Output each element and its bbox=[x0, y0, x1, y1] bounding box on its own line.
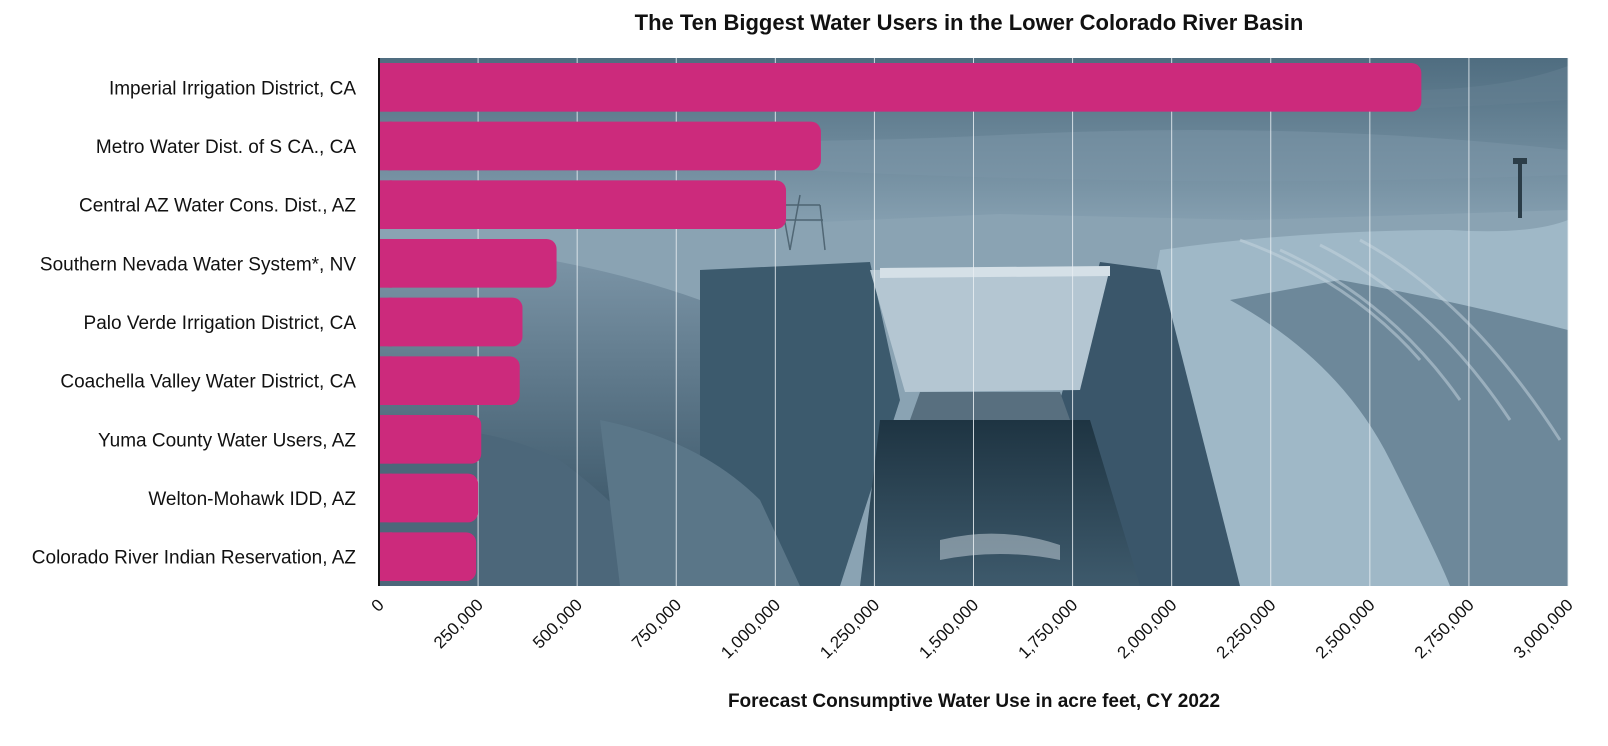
x-tick-label: 1,500,000 bbox=[915, 595, 982, 662]
category-label: Coachella Valley Water District, CA bbox=[60, 372, 356, 393]
x-axis-label: Forecast Consumptive Water Use in acre f… bbox=[728, 691, 1220, 712]
bars bbox=[380, 62, 1422, 582]
x-tick-labels: 0 250,000 500,000 750,000 1,000,000 1,250,000… bbox=[368, 595, 1577, 662]
x-tick-label: 250,000 bbox=[430, 595, 487, 652]
category-label: Metro Water Dist. of S CA., CA bbox=[96, 137, 356, 158]
x-tick-label: 500,000 bbox=[529, 595, 586, 652]
bar-edge bbox=[380, 414, 392, 464]
x-tick-label: 2,250,000 bbox=[1213, 595, 1280, 662]
x-tick-label: 2,000,000 bbox=[1114, 595, 1181, 662]
x-tick-label: 3,000,000 bbox=[1510, 595, 1577, 662]
x-tick-label: 2,500,000 bbox=[1312, 595, 1379, 662]
bar bbox=[380, 121, 821, 171]
x-tick-label: 1,000,000 bbox=[717, 595, 784, 662]
x-tick-label: 0 bbox=[368, 595, 388, 615]
bar bbox=[380, 356, 520, 406]
bar bbox=[380, 62, 1422, 112]
chart-title: The Ten Biggest Water Users in the Lower… bbox=[635, 10, 1304, 35]
category-label: Central AZ Water Cons. Dist., AZ bbox=[79, 196, 356, 217]
bar bbox=[380, 414, 482, 464]
bar bbox=[380, 297, 523, 347]
bar bbox=[380, 532, 477, 582]
category-label: Palo Verde Irrigation District, CA bbox=[84, 313, 357, 334]
category-label: Colorado River Indian Reservation, AZ bbox=[32, 548, 357, 569]
bar-edge bbox=[380, 356, 392, 406]
bar-edge bbox=[380, 532, 392, 582]
bar bbox=[380, 238, 557, 288]
x-tick-label: 750,000 bbox=[628, 595, 685, 652]
bar-edge bbox=[380, 297, 392, 347]
bar-edge bbox=[380, 121, 392, 171]
category-label: Welton-Mohawk IDD, AZ bbox=[148, 489, 356, 510]
bar-edge bbox=[380, 62, 392, 112]
bar bbox=[380, 473, 479, 523]
x-tick-label: 1,750,000 bbox=[1014, 595, 1081, 662]
bar-edge bbox=[380, 180, 392, 230]
category-labels: Imperial Irrigation District, CA Metro Wa… bbox=[32, 78, 357, 568]
bar bbox=[380, 180, 787, 230]
bar-edge bbox=[380, 238, 392, 288]
category-label: Imperial Irrigation District, CA bbox=[109, 78, 356, 99]
category-label: Southern Nevada Water System*, NV bbox=[40, 254, 356, 275]
x-tick-label: 1,250,000 bbox=[816, 595, 883, 662]
x-tick-label: 2,750,000 bbox=[1411, 595, 1478, 662]
bar-edge bbox=[380, 473, 392, 523]
category-label: Yuma County Water Users, AZ bbox=[98, 430, 356, 451]
